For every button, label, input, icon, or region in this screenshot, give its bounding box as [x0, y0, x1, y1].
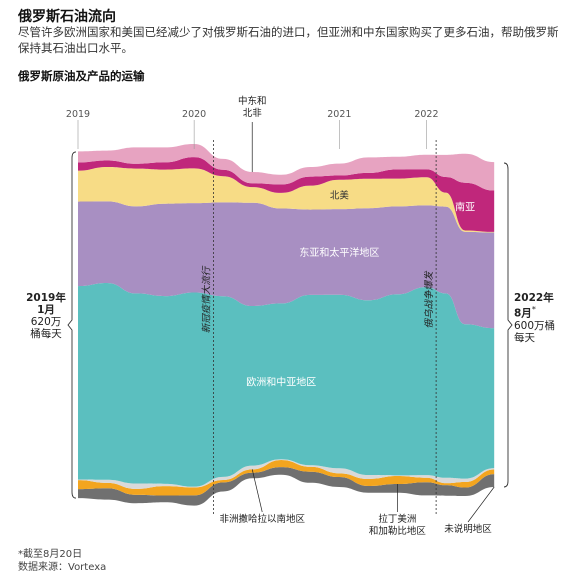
right-total-label: 2022年 8月* 600万桶 每天: [514, 292, 566, 344]
stream-layer-north-america: [78, 167, 495, 233]
callout-label-latin-america-0: 拉丁美洲: [378, 513, 416, 525]
right-note-mark: *: [531, 305, 536, 314]
series-label-asia-pacific: 东亚和太平洋地区: [299, 246, 379, 259]
stream-layer-asia-pacific: [78, 201, 495, 329]
event-label-1: 俄乌战争爆发: [423, 270, 435, 329]
callout-label-unspecified-0: 未说明地区: [444, 523, 492, 535]
right-date-year: 2022年: [514, 292, 554, 304]
stream-layer-south-asia: [78, 157, 495, 232]
x-tick-label-2019: 2019: [66, 109, 90, 120]
left-total-brace: [67, 151, 77, 499]
left-value: 620万: [30, 316, 62, 328]
series-label-europe: 欧洲和中亚地区: [246, 375, 316, 388]
left-unit: 桶每天: [30, 328, 62, 340]
page-title: 俄罗斯石油流向: [18, 9, 116, 25]
left-total-label: 2019年 1月 620万 桶每天: [20, 292, 72, 340]
left-date-month: 1月: [37, 304, 55, 316]
stream-layers: [78, 143, 495, 506]
event-label-0: 新冠疫情大流行: [201, 265, 213, 333]
chart-title: 俄罗斯原油及产品的运输: [18, 69, 145, 83]
callout-line-sub-saharan-africa: [251, 469, 263, 513]
right-value: 600万桶: [514, 319, 556, 332]
x-tick-label-2022: 2022: [414, 109, 438, 120]
x-tick-label-2021: 2021: [327, 109, 351, 120]
stream-layer-europe: [78, 283, 495, 487]
series-label-north-america: 北美: [330, 189, 350, 201]
series-label-south-asia: 南亚: [455, 201, 475, 214]
stream-layer-middle-east-north-africa: [78, 143, 495, 191]
callout-line-unspecified: [467, 486, 495, 523]
footnote-note: *截至8月20日: [18, 549, 83, 560]
left-date-year: 2019年: [26, 292, 66, 304]
right-unit: 每天: [514, 331, 535, 344]
callout-label-middle-east-north-africa-0: 中东和: [238, 95, 267, 107]
callout-label-sub-saharan-africa-0: 非洲撒哈拉以南地区: [219, 513, 305, 525]
page-subtitle: 尽管许多欧洲国家和美国已经减少了对俄罗斯石油的进口，但亚洲和中东国家购买了更多石…: [18, 25, 559, 55]
footnote: *截至8月20日 数据来源：Vortexa: [18, 548, 106, 574]
right-total-brace: [503, 162, 513, 488]
x-tick-label-2020: 2020: [182, 109, 206, 120]
callout-label-latin-america-1: 和加勒比地区: [369, 525, 427, 537]
footnote-source: 数据来源：Vortexa: [18, 562, 107, 573]
right-date-month: 8月: [514, 307, 532, 320]
stream-layer-unspecified: [78, 467, 495, 506]
stream-layer-latin-america: [78, 459, 495, 496]
callout-label-middle-east-north-africa-1: 北非: [243, 107, 263, 119]
